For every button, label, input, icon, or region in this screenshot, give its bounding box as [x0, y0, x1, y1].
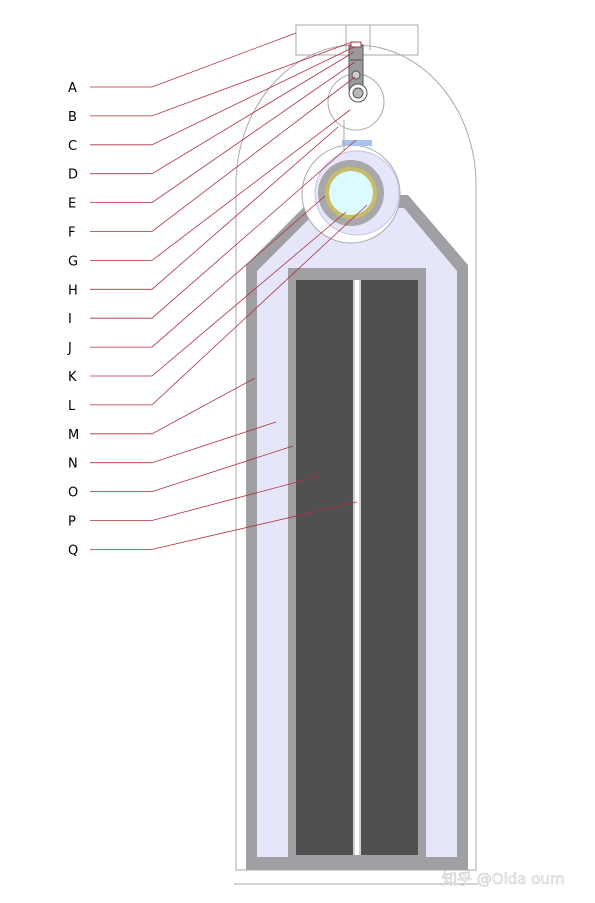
label-f: F	[68, 226, 75, 241]
dark-panel-left	[296, 280, 353, 855]
label-n: N	[68, 457, 78, 472]
label-k: K	[68, 370, 77, 385]
label-a: A	[68, 81, 77, 96]
leader-line-p	[90, 475, 321, 521]
label-m: M	[68, 428, 79, 443]
leader-line-d	[90, 51, 355, 175]
bearing-inner	[352, 87, 364, 99]
leader-line-i	[90, 139, 357, 319]
leader-line-q	[90, 501, 358, 550]
dark-panel-right	[361, 280, 418, 855]
label-d: D	[68, 168, 78, 183]
center-slot-gap	[355, 280, 359, 855]
rod-cap	[350, 41, 362, 48]
leader-line-n	[90, 421, 277, 464]
leader-lines	[90, 32, 368, 550]
leader-line-k	[90, 211, 347, 377]
leader-line-m	[90, 377, 256, 435]
leader-line-a	[90, 32, 297, 88]
label-b: B	[68, 110, 77, 125]
blue-marker	[342, 140, 372, 146]
label-e: E	[68, 197, 76, 212]
label-q: Q	[68, 543, 78, 558]
label-h: H	[68, 283, 78, 298]
leader-line-e	[90, 61, 356, 204]
label-l: L	[68, 399, 76, 414]
core	[329, 171, 373, 215]
label-j: J	[67, 341, 72, 356]
label-p: P	[68, 515, 76, 530]
leader-line-j	[90, 195, 326, 348]
leader-line-o	[90, 445, 294, 493]
label-o: O	[68, 486, 78, 501]
label-c: C	[68, 139, 77, 154]
watermark: 知乎 @Oida oum	[442, 870, 565, 888]
leader-line-g	[90, 109, 351, 261]
rod-bolt	[351, 70, 361, 80]
leader-line-c	[90, 46, 355, 146]
leader-line-b	[90, 41, 353, 117]
label-i: I	[68, 312, 72, 327]
leader-line-h	[90, 126, 339, 290]
leader-line-f	[90, 76, 356, 232]
label-g: G	[68, 254, 78, 269]
leader-line-l	[90, 204, 368, 406]
